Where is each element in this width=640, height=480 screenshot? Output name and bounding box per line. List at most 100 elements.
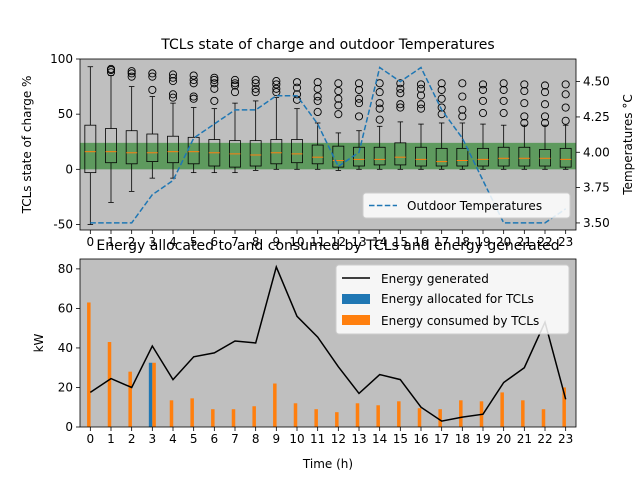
box-plot-15	[394, 79, 407, 170]
outlier-point	[106, 68, 116, 77]
outlier-point	[561, 116, 570, 125]
outlier-point	[499, 85, 508, 94]
outlier-point	[230, 88, 240, 97]
outlier-point	[416, 84, 426, 93]
bar-consumed	[397, 401, 401, 427]
outlier-point	[292, 90, 302, 99]
bar-consumed	[500, 392, 504, 427]
outlier-point	[313, 96, 322, 105]
bar-consumed	[459, 400, 463, 427]
bottom-plot-frame	[79, 258, 577, 428]
x-tick-label: 10	[289, 432, 304, 446]
bar-consumed	[335, 412, 339, 427]
outlier-point	[458, 105, 467, 114]
box-plot-3	[146, 69, 159, 179]
box-plots	[84, 64, 572, 225]
outlier-point	[168, 90, 178, 99]
outlier-point	[251, 84, 260, 93]
outlier-point	[540, 88, 550, 97]
box-iqr	[394, 142, 407, 166]
outlier-point	[396, 103, 405, 112]
x-tick-label: 23	[558, 432, 573, 446]
outlier-point	[354, 112, 364, 121]
bar-consumed	[211, 409, 215, 427]
y2-tick-label: 4.00	[583, 145, 610, 159]
box-iqr	[539, 149, 551, 167]
outlier-point	[520, 80, 529, 89]
outlier-point	[499, 96, 508, 105]
top-legend: Outdoor Temperatures	[362, 192, 571, 219]
x-tick-label: 7	[231, 235, 239, 249]
box-iqr	[84, 124, 97, 174]
x-tick-label: 5	[190, 432, 198, 446]
box-plot-22	[539, 81, 551, 170]
outlier-point	[520, 118, 529, 128]
x-tick-label: 16	[413, 432, 428, 446]
outlier-point	[396, 89, 405, 98]
y-tick-label: 20	[58, 380, 73, 394]
outlier-point	[251, 75, 260, 85]
box-iqr	[311, 144, 324, 165]
y-tick-label: 40	[58, 341, 73, 355]
energy-generated-line	[89, 264, 567, 422]
x-tick-label: 23	[558, 235, 573, 249]
box-iqr	[497, 146, 510, 167]
outlier-point	[272, 77, 281, 86]
outlier-point	[334, 101, 343, 110]
x-tick-label: 19	[475, 235, 490, 249]
legend-swatch-allocated	[342, 294, 370, 304]
top-plot-frame	[79, 58, 577, 231]
outlier-point	[272, 80, 281, 89]
outlier-point	[396, 100, 405, 109]
outlier-point	[210, 73, 219, 82]
x-tick-label: 0	[87, 432, 95, 446]
outlier-point	[313, 78, 322, 87]
bar-consumed	[314, 409, 318, 427]
comfort-band	[80, 142, 576, 170]
energy-chart: Energy allocated to and consumed by TCLs…	[32, 238, 577, 471]
outlier-point	[251, 79, 260, 88]
y-tick-label: 100	[50, 52, 73, 66]
box-plot-0	[84, 66, 97, 225]
bottom-x-axis-label: Time (h)	[302, 457, 353, 471]
x-tick-label: 15	[393, 235, 408, 249]
x-tick-label: 12	[331, 235, 346, 249]
x-tick-label: 5	[190, 235, 198, 249]
x-tick-label: 18	[455, 432, 470, 446]
x-tick-label: 12	[331, 432, 346, 446]
bar-allocated	[148, 362, 153, 427]
box-iqr	[125, 130, 138, 165]
box-plot-19	[477, 80, 489, 170]
outlier-point	[396, 79, 405, 88]
box-iqr	[415, 146, 427, 167]
outlier-point	[127, 69, 136, 78]
outlier-point	[189, 71, 198, 80]
outlier-point	[210, 96, 219, 105]
outlier-point	[189, 75, 198, 85]
outlier-point	[520, 112, 529, 121]
bottom-chart-title: Energy allocated to and consumed by TCLs…	[96, 238, 559, 254]
outlier-point	[375, 115, 384, 124]
outlier-point	[354, 79, 364, 88]
bar-consumed	[562, 387, 566, 427]
legend-label-consumed: Energy consumed by TCLs	[381, 314, 539, 328]
outlier-point	[272, 88, 281, 97]
outlier-point	[437, 94, 446, 103]
outlier-point	[520, 99, 529, 108]
box-plot-8	[249, 75, 262, 171]
box-plot-10	[291, 78, 303, 170]
outlier-point	[416, 104, 426, 113]
outlier-point	[478, 85, 488, 94]
outlier-point	[313, 92, 322, 101]
x-tick-label: 21	[517, 235, 532, 249]
x-tick-label: 0	[87, 235, 95, 249]
outlier-point	[375, 88, 384, 97]
box-plot-20	[497, 79, 510, 170]
box-plot-4	[167, 70, 179, 179]
box-plot-13	[353, 79, 365, 170]
outlier-point	[189, 92, 198, 101]
x-tick-label: 2	[128, 432, 136, 446]
box-iqr	[291, 139, 303, 164]
x-tick-label: 7	[231, 432, 239, 446]
x-tick-label: 15	[393, 432, 408, 446]
